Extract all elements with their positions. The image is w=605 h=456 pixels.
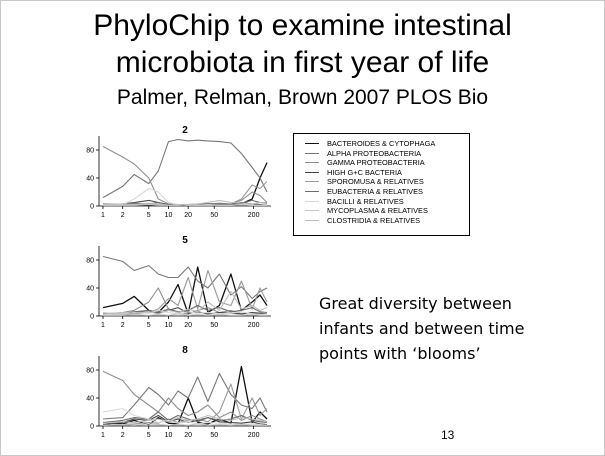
series-line: [102, 266, 268, 315]
slide-subtitle: Palmer, Relman, Brown 2007 PLOS Bio: [116, 86, 489, 109]
x-tick-label: 20: [184, 322, 192, 329]
x-tick-label: 2: [121, 432, 125, 439]
x-tick-label: 200: [248, 432, 260, 439]
y-tick-label: 80: [86, 148, 94, 155]
series-line: [102, 372, 268, 420]
legend-swatch: [305, 210, 319, 212]
chart-panel-title: 2: [182, 125, 188, 136]
legend-swatch: [305, 200, 319, 202]
legend-item-mycoplasma: MYCOPLASMA & RELATIVES: [294, 206, 469, 216]
x-tick-label: 1: [101, 322, 105, 329]
chart-panel-title: 5: [182, 235, 188, 246]
x-tick-label: 1: [101, 432, 105, 439]
x-tick-label: 10: [165, 432, 173, 439]
x-tick-label: 200: [248, 212, 260, 219]
y-tick-label: 40: [86, 176, 94, 183]
series-line: [102, 304, 268, 315]
legend-swatch: [305, 152, 319, 154]
series-line: [103, 313, 267, 316]
legend-label: MYCOPLASMA & RELATIVES: [327, 206, 428, 216]
series-line: [102, 414, 268, 424]
x-tick-label: 5: [147, 212, 151, 219]
legend-swatch: [305, 143, 319, 144]
y-tick-label: 0: [90, 204, 94, 211]
x-tick-label: 2: [121, 322, 125, 329]
series-line: [102, 365, 268, 426]
slide-title-line-2: microbiota in first year of life: [115, 46, 490, 79]
legend-label: EUBACTERIA & RELATIVES: [327, 186, 423, 196]
legend-label: ALPHA PROTEOBACTERIA: [327, 148, 422, 158]
y-tick-label: 0: [90, 314, 94, 321]
x-tick-label: 10: [165, 322, 173, 329]
legend-label: SPOROMUSA & RELATIVES: [327, 177, 424, 187]
legend-label: HIGH G+C BACTERIA: [327, 167, 402, 177]
chart-panel-title: 8: [182, 345, 188, 356]
series-line: [103, 204, 267, 206]
legend-item-sporomusa: SPOROMUSA & RELATIVES: [294, 177, 469, 187]
legend-label: BACTEROIDES & CYTOPHAGA: [327, 139, 436, 148]
legend-item-eubacteria: EUBACTERIA & RELATIVES: [294, 187, 469, 197]
x-tick-label: 5: [147, 322, 151, 329]
series-line: [102, 423, 267, 426]
legend-label: GAMMA PROTEOBACTERIA: [327, 158, 425, 168]
series-line: [102, 414, 268, 426]
chart-legend: BACTEROIDES & CYTOPHAGA ALPHA PROTEOBACT…: [293, 133, 470, 236]
page-number: 13: [441, 428, 455, 442]
x-tick-label: 2: [121, 212, 125, 219]
legend-label: CLOSTRIDIA & RELATIVES: [327, 215, 421, 225]
x-tick-label: 10: [165, 212, 173, 219]
y-tick-label: 80: [86, 258, 94, 265]
y-tick-label: 40: [86, 286, 94, 293]
legend-swatch: [305, 181, 319, 183]
y-tick-label: 0: [90, 424, 94, 431]
x-tick-label: 20: [184, 212, 192, 219]
comment-line-2: infants and between time: [319, 319, 525, 338]
legend-item-high-gc-bacteria: HIGH G+C BACTERIA: [294, 168, 469, 178]
chart-axes: [98, 136, 271, 207]
slide-title-line-1: PhyloChip to examine intestinal: [93, 9, 512, 42]
legend-label: BACILLI & RELATIVES: [327, 196, 404, 206]
x-tick-label: 1: [101, 212, 105, 219]
y-tick-label: 80: [86, 368, 94, 375]
legend-swatch: [305, 190, 319, 192]
comment-line-1: Great diversity between: [319, 294, 512, 313]
legend-swatch: [305, 162, 319, 164]
series-line: [102, 370, 268, 423]
slide-comment: Great diversity between infants and betw…: [319, 291, 579, 366]
legend-item-clostridia: CLOSTRIDIA & RELATIVES: [294, 216, 469, 226]
legend-swatch: [305, 171, 319, 173]
x-tick-label: 50: [210, 212, 218, 219]
slide-title: PhyloChip to examine intestinal microbio…: [1, 7, 604, 81]
legend-item-alpha-proteobacteria: ALPHA PROTEOBACTERIA: [294, 149, 469, 159]
legend-item-gamma-proteobacteria: GAMMA PROTEOBACTERIA: [294, 158, 469, 168]
x-tick-label: 20: [184, 432, 192, 439]
x-tick-label: 200: [248, 322, 260, 329]
legend-swatch: [305, 219, 319, 221]
series-line: [102, 138, 268, 199]
series-line: [102, 199, 268, 206]
series-line: [102, 290, 268, 315]
series-line: [102, 255, 268, 300]
comment-line-3: points with ‘blooms’: [319, 344, 481, 363]
legend-item-bacilli: BACILLI & RELATIVES: [294, 197, 469, 207]
x-tick-label: 50: [210, 322, 218, 329]
series-line: [103, 162, 268, 206]
x-tick-label: 50: [210, 432, 218, 439]
y-tick-label: 40: [86, 396, 94, 403]
series-line: [102, 407, 268, 426]
legend-item-bacteroides: BACTEROIDES & CYTOPHAGA: [294, 139, 469, 149]
x-tick-label: 5: [147, 432, 151, 439]
